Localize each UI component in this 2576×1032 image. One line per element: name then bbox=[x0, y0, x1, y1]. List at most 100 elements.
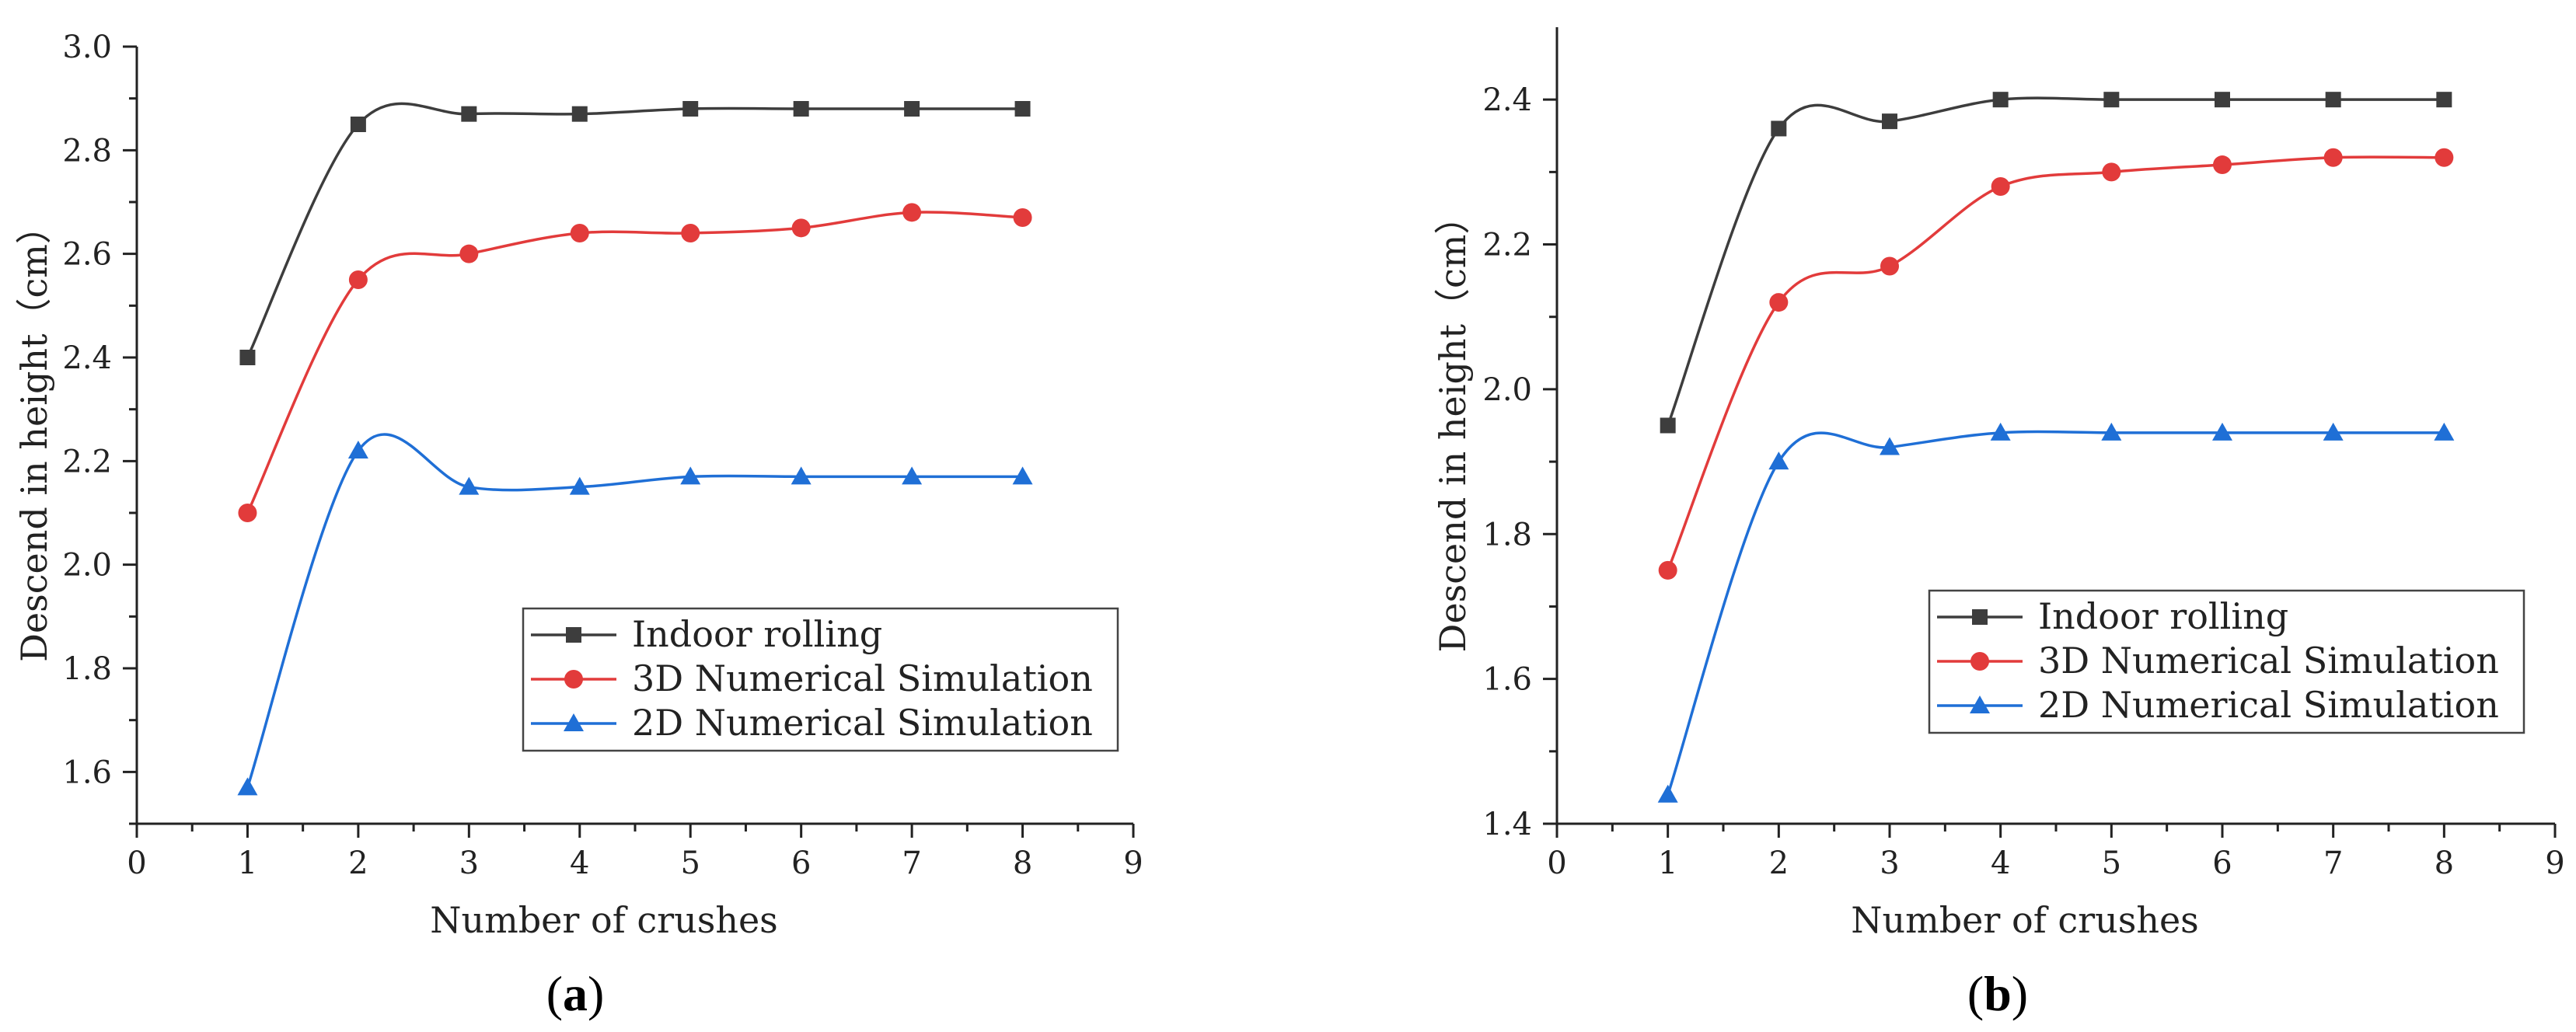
x-tick-label: 2 bbox=[1769, 845, 1789, 881]
legend-item: Indoor rolling bbox=[531, 613, 882, 655]
y-tick-label: 1.6 bbox=[62, 755, 112, 790]
data-point bbox=[571, 106, 588, 122]
data-point bbox=[2323, 148, 2343, 167]
panel-label-open-paren: ( bbox=[1967, 966, 1984, 1021]
data-point bbox=[347, 441, 368, 458]
series-sim3d bbox=[1658, 148, 2454, 580]
x-tick-label: 0 bbox=[127, 845, 146, 881]
x-tick-label: 5 bbox=[2102, 845, 2121, 881]
series-indoor bbox=[239, 101, 1031, 365]
chart-panel-a: 0 1 2 3 4 5 6 7 8 9 1.6 1.8 2.0 2.2 2.4 2.6 2.8 3.0 Number… bbox=[13, 30, 1143, 1021]
legend-item: 2D Numerical Simulation bbox=[531, 702, 1093, 744]
legend-label: 2D Numerical Simulation bbox=[632, 702, 1093, 744]
data-point bbox=[1658, 560, 1677, 580]
data-point bbox=[682, 101, 699, 117]
y-tick-label: 1.8 bbox=[62, 651, 112, 687]
x-tick-label: 5 bbox=[680, 845, 700, 881]
legend-label: Indoor rolling bbox=[632, 613, 882, 655]
panel-label-letter: b bbox=[1984, 966, 2012, 1021]
data-point bbox=[902, 203, 922, 222]
data-point bbox=[1769, 293, 1789, 312]
data-point bbox=[1992, 92, 2009, 108]
legend-marker bbox=[1970, 652, 1989, 671]
series-indoor bbox=[1660, 92, 2452, 434]
data-point bbox=[2102, 162, 2121, 182]
data-point bbox=[1768, 452, 1789, 470]
legend-label: Indoor rolling bbox=[2038, 595, 2288, 637]
panel-label: (b) bbox=[1967, 966, 2028, 1021]
x-tick-label: 1 bbox=[238, 845, 257, 881]
legend-marker bbox=[564, 713, 584, 731]
legend-marker bbox=[1972, 609, 1988, 625]
data-point bbox=[1660, 417, 1676, 434]
data-point bbox=[681, 224, 700, 242]
series-sim2d bbox=[237, 433, 1033, 796]
x-axis-label: Number of crushes bbox=[1851, 899, 2199, 941]
data-point bbox=[569, 476, 590, 495]
panel-label-letter: a bbox=[563, 966, 588, 1021]
data-point bbox=[570, 224, 589, 242]
series-sim2d bbox=[1657, 422, 2455, 803]
data-point bbox=[680, 466, 701, 485]
data-point bbox=[793, 101, 809, 117]
data-point bbox=[1771, 120, 1787, 137]
x-tick-label: 9 bbox=[1123, 845, 1143, 881]
x-tick-label: 6 bbox=[2212, 845, 2232, 881]
x-tick-label: 6 bbox=[791, 845, 811, 881]
panel-label-close-paren: ) bbox=[2012, 966, 2028, 1021]
data-point bbox=[791, 218, 811, 238]
data-point bbox=[2436, 92, 2452, 108]
y-tick-label: 3.0 bbox=[62, 30, 112, 65]
x-tick-label: 3 bbox=[1880, 845, 1899, 881]
legend-item: 3D Numerical Simulation bbox=[531, 657, 1093, 699]
data-point bbox=[461, 106, 477, 122]
x-tick-label: 0 bbox=[1547, 845, 1566, 881]
legend-marker bbox=[564, 670, 583, 689]
y-tick-label: 1.4 bbox=[1482, 807, 1532, 842]
series-sim3d bbox=[238, 203, 1032, 522]
x-tick-label: 3 bbox=[459, 845, 479, 881]
y-tick-label: 2.4 bbox=[62, 340, 112, 376]
series-line bbox=[246, 211, 1023, 514]
data-point bbox=[791, 466, 812, 485]
data-point bbox=[2212, 422, 2232, 441]
x-tick-label: 7 bbox=[902, 845, 921, 881]
data-point bbox=[1013, 208, 1032, 227]
data-point bbox=[237, 777, 258, 796]
y-axis-label: Descend in height（cm） bbox=[1432, 199, 1474, 653]
x-tick-label: 1 bbox=[1658, 845, 1677, 881]
y-tick-label: 1.8 bbox=[1482, 517, 1532, 553]
x-tick-label: 4 bbox=[570, 845, 589, 881]
series-line bbox=[1667, 96, 2445, 427]
panel-label: (a) bbox=[546, 966, 605, 1021]
series-line bbox=[246, 102, 1023, 358]
x-tick-label: 8 bbox=[2435, 845, 2454, 881]
data-point bbox=[2435, 148, 2454, 167]
data-point bbox=[1880, 256, 1899, 276]
y-tick-label: 2.6 bbox=[62, 237, 112, 273]
y-tick-label: 2.2 bbox=[1482, 228, 1532, 263]
y-axis-label: Descend in height（cm） bbox=[13, 208, 55, 662]
legend-box bbox=[1928, 589, 2525, 734]
data-point bbox=[2103, 92, 2120, 108]
data-point bbox=[1880, 437, 1900, 455]
legend-item: 3D Numerical Simulation bbox=[1937, 640, 2499, 682]
y-tick-label: 2.0 bbox=[62, 548, 112, 584]
data-point bbox=[1882, 113, 1897, 130]
data-point bbox=[1014, 101, 1031, 117]
data-point bbox=[2213, 155, 2232, 175]
data-point bbox=[904, 101, 920, 117]
legend-label: 3D Numerical Simulation bbox=[632, 657, 1093, 699]
x-tick-label: 8 bbox=[1013, 845, 1032, 881]
data-point bbox=[1990, 422, 2011, 441]
data-point bbox=[1991, 177, 2010, 196]
legend-label: 2D Numerical Simulation bbox=[2038, 684, 2499, 726]
legend-label: 3D Numerical Simulation bbox=[2038, 640, 2499, 682]
y-tick-label: 2.2 bbox=[62, 444, 112, 479]
data-point bbox=[2325, 92, 2341, 108]
y-tick-label: 2.0 bbox=[1482, 372, 1532, 408]
